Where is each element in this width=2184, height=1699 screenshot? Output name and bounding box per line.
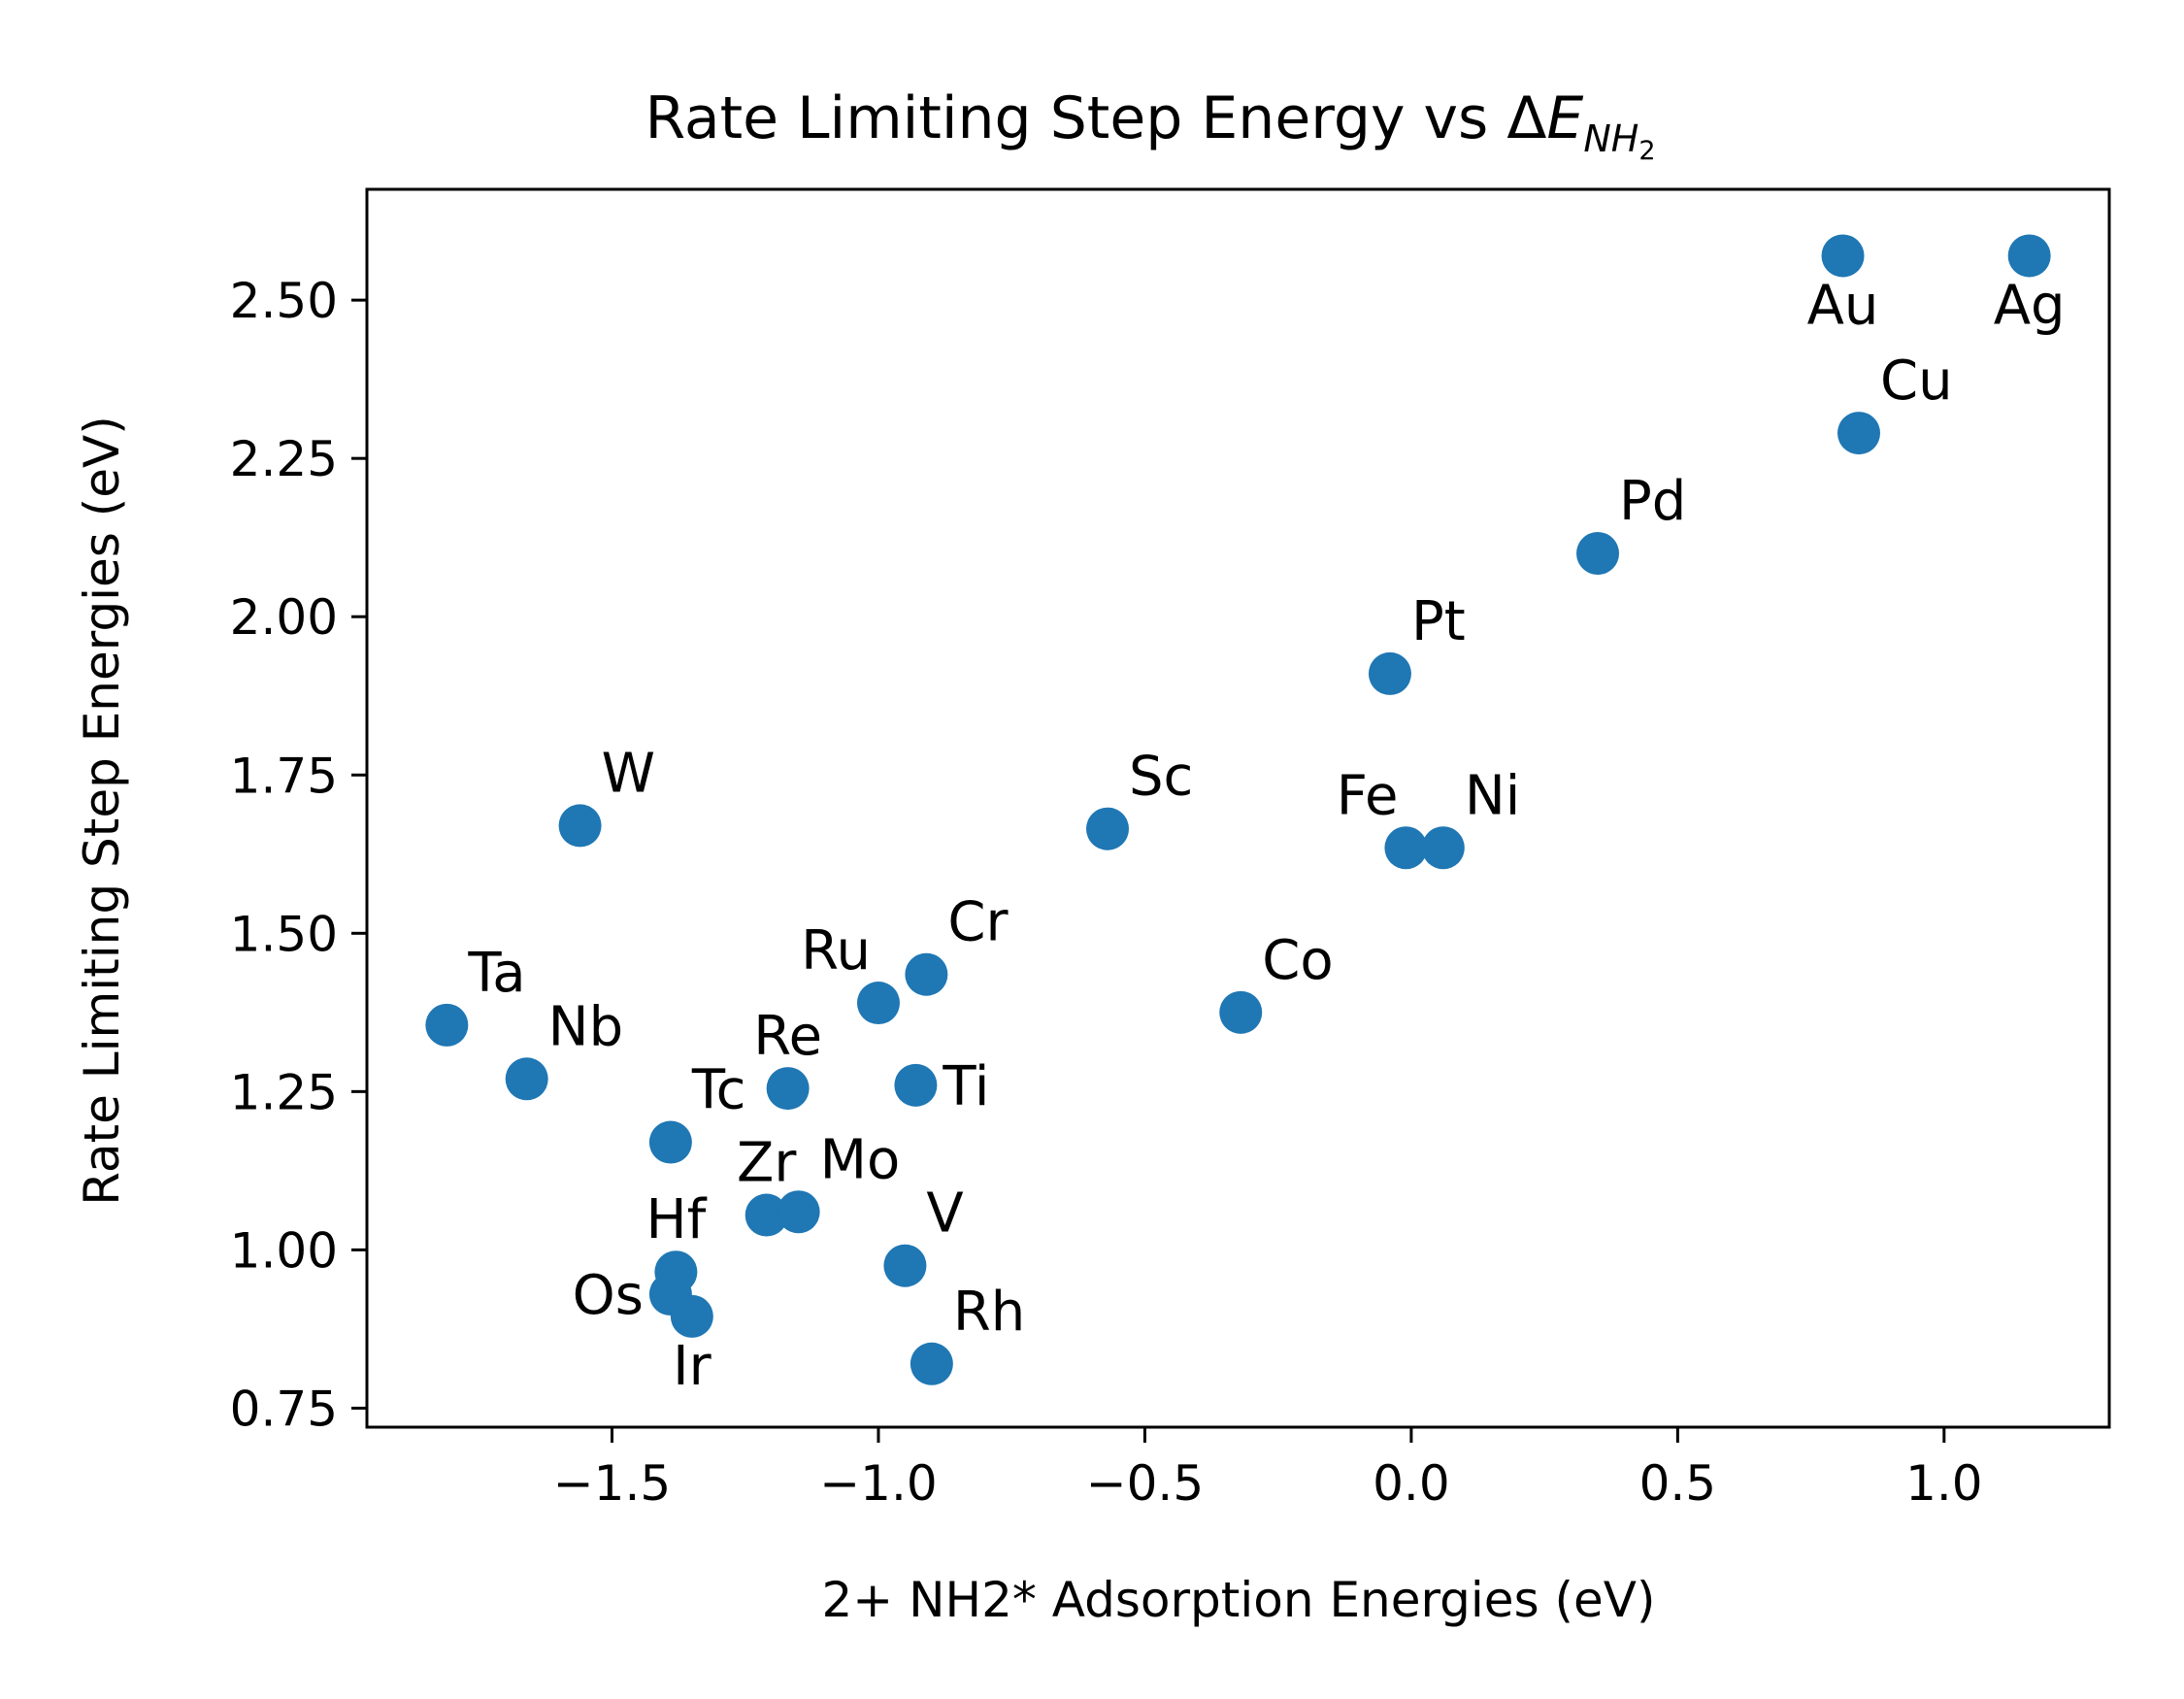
x-axis-label: 2+ NH2* Adsorption Energies (eV)	[821, 1572, 1655, 1628]
data-label-ta: Ta	[467, 942, 525, 1005]
x-tick-label: 0.0	[1373, 1455, 1450, 1512]
data-label-mo: Mo	[820, 1128, 901, 1191]
data-point-cu	[1837, 412, 1881, 455]
y-tick-label: 1.50	[230, 906, 338, 962]
data-point-rh	[910, 1342, 953, 1385]
data-label-re: Re	[753, 1005, 822, 1068]
x-tick-label: −1.5	[553, 1455, 671, 1512]
data-point-zr	[745, 1193, 788, 1237]
y-tick-label: 0.75	[230, 1381, 338, 1437]
chart-title-main: Rate Limiting Step Energy vs Δ	[645, 84, 1546, 152]
data-point-ir	[670, 1294, 713, 1338]
data-label-ag: Ag	[1994, 274, 2066, 337]
y-tick-label: 1.75	[230, 748, 338, 804]
data-label-pt: Pt	[1411, 590, 1466, 653]
data-label-sc: Sc	[1129, 746, 1193, 809]
x-tick-label: 0.5	[1639, 1455, 1717, 1512]
plot-area: −1.5 −1.0 −0.5 0.0 0.5 1.0 0.75 1.00 1.25 1.50 1.7…	[230, 187, 2111, 1512]
data-point-w	[558, 804, 602, 848]
x-tick-label: −1.0	[819, 1455, 937, 1512]
y-axis-label: Rate Limiting Step Energies (eV)	[74, 416, 130, 1205]
data-label-v: V	[926, 1183, 963, 1246]
data-point-re	[766, 1067, 810, 1111]
data-point-fe	[1384, 826, 1428, 870]
data-point-pt	[1368, 651, 1411, 695]
data-point-nb	[505, 1057, 548, 1101]
data-point-co	[1219, 990, 1263, 1034]
data-point-ni	[1421, 826, 1465, 870]
data-point-ag	[2007, 234, 2051, 278]
data-label-fe: Fe	[1337, 764, 1399, 827]
chart-title-subscript2: 2	[1638, 136, 1655, 166]
data-label-cu: Cu	[1880, 350, 1953, 413]
data-label-ru: Ru	[801, 919, 871, 983]
y-tick-label: 1.00	[230, 1222, 338, 1279]
chart-title-symbol: E	[1546, 84, 1583, 152]
y-tick-label: 2.50	[230, 273, 338, 329]
y-tick-label: 1.25	[230, 1064, 338, 1120]
data-point-ru	[856, 982, 900, 1025]
data-point-v	[883, 1244, 927, 1287]
data-label-au: Au	[1807, 274, 1879, 337]
data-label-pd: Pd	[1619, 470, 1686, 533]
data-label-os: Os	[573, 1264, 644, 1327]
data-point-mo	[777, 1190, 820, 1234]
plot-frame	[365, 187, 2111, 1429]
data-label-ir: Ir	[673, 1335, 712, 1398]
data-label-rh: Rh	[953, 1281, 1025, 1344]
data-label-ni: Ni	[1465, 764, 1520, 827]
chart-title: Rate Limiting Step Energy vs ΔENH2	[645, 84, 1655, 166]
data-point-ta	[425, 1003, 469, 1047]
x-tick-label: 1.0	[1905, 1455, 1983, 1512]
y-tick-label: 2.00	[230, 589, 338, 646]
data-label-w: W	[602, 742, 655, 805]
data-point-sc	[1086, 807, 1130, 850]
data-point-cr	[905, 952, 948, 996]
y-tick-label: 2.25	[230, 431, 338, 487]
x-tick-label: −0.5	[1086, 1455, 1204, 1512]
data-point-au	[1821, 234, 1865, 278]
data-label-co: Co	[1262, 929, 1333, 992]
data-point-tc	[648, 1120, 692, 1164]
chart-title-subscript: NH	[1583, 117, 1638, 160]
data-label-ti: Ti	[942, 1055, 989, 1118]
data-label-zr: Zr	[737, 1132, 797, 1195]
data-label-nb: Nb	[548, 995, 623, 1058]
data-point-ti	[894, 1063, 938, 1107]
data-label-tc: Tc	[691, 1059, 745, 1122]
data-label-cr: Cr	[947, 891, 1009, 954]
data-point-pd	[1576, 532, 1620, 575]
data-label-hf: Hf	[645, 1188, 707, 1251]
